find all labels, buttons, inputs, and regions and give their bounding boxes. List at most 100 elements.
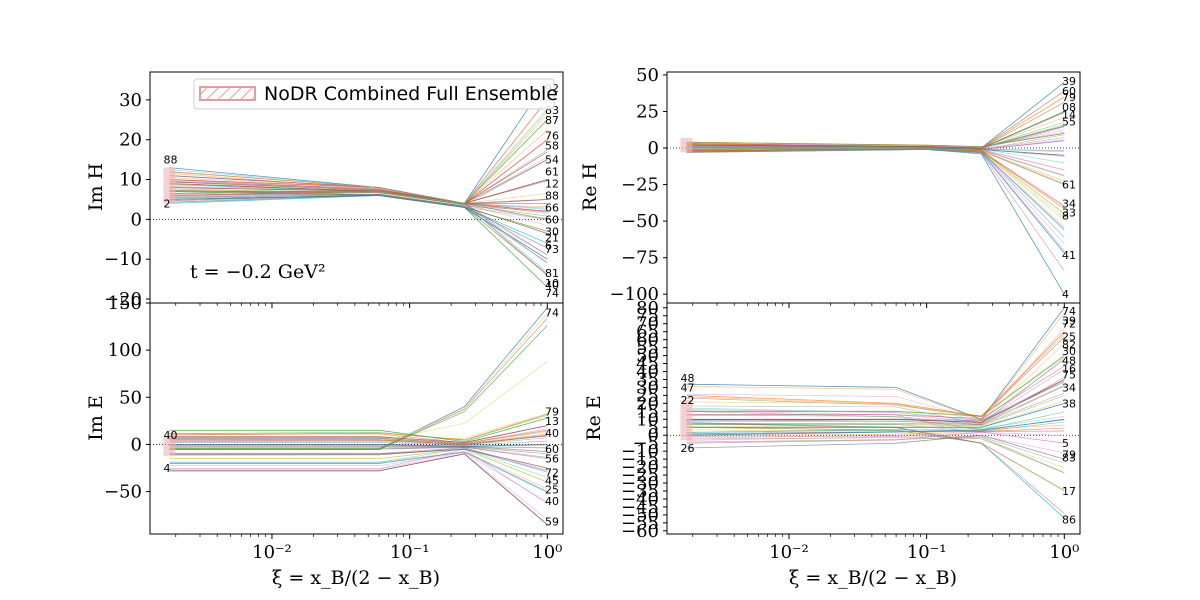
replica-id-label: 25	[545, 484, 559, 497]
replica-line	[686, 149, 1065, 271]
replica-line	[686, 429, 1065, 468]
replica-line	[686, 426, 1065, 491]
y-tick-label: 20	[636, 393, 659, 414]
replica-line	[686, 365, 1065, 419]
replica-line	[686, 149, 1065, 185]
replica-id-label: 17	[1062, 485, 1076, 498]
y-tick-label: −10	[621, 441, 659, 462]
replica-line	[686, 133, 1065, 147]
replica-id-label: 48	[1062, 354, 1076, 367]
legend: NoDR Combined Full Ensemble	[193, 78, 558, 110]
y-tick-label: 5	[648, 417, 659, 438]
y-tick-label: 15	[636, 401, 659, 422]
y-tick-label: −25	[621, 465, 659, 486]
y-tick-label: 50	[636, 65, 659, 86]
replica-id-label: 47	[680, 381, 694, 394]
replica-line	[169, 445, 548, 448]
replica-line	[169, 195, 548, 232]
replica-line	[169, 413, 548, 441]
replica-line	[686, 147, 1065, 156]
replica-id-label: 41	[1062, 249, 1076, 262]
replica-line	[686, 385, 1065, 424]
y-tick-label: 60	[636, 330, 659, 351]
y-tick-label: −55	[621, 513, 659, 534]
replica-id-label: 76	[545, 130, 559, 143]
replica-line	[169, 452, 548, 503]
replica-id-label: 40	[545, 427, 559, 440]
replica-line	[686, 126, 1065, 150]
replica-id-label: 54	[545, 154, 559, 167]
replica-line	[686, 149, 1065, 251]
replica-line	[169, 448, 548, 478]
replica-id-label: 60	[545, 213, 559, 226]
replica-id-label: 74	[545, 287, 559, 300]
replica-id-label: 79	[1062, 448, 1076, 461]
replica-id-label: 4	[163, 462, 170, 475]
replica-id-label: 12	[545, 178, 559, 191]
replica-id-label: 39	[1062, 315, 1076, 328]
replica-line	[169, 151, 548, 204]
replica-line	[169, 448, 548, 483]
y-tick-label: −5	[632, 433, 659, 454]
replica-id-label: 60	[545, 443, 559, 456]
replica-line	[686, 431, 1065, 444]
y-tick-label: −25	[621, 175, 659, 196]
replica-id-label: 40	[545, 279, 559, 292]
replica-line	[686, 434, 1065, 460]
panel-imH: 9283877658546112886660302167381104074882…	[85, 71, 564, 310]
replica-line	[686, 416, 1065, 433]
replica-line	[169, 425, 548, 443]
replica-id-label: 87	[545, 114, 559, 127]
y-tick-label: −40	[621, 489, 659, 510]
replica-id-label: 75	[1062, 369, 1076, 382]
replica-line	[169, 451, 548, 490]
replica-line	[169, 190, 548, 205]
y-tick-label: 50	[636, 346, 659, 367]
replica-id-label: 74	[1062, 305, 1076, 318]
replica-line	[686, 90, 1065, 149]
y-tick-label: −50	[621, 505, 659, 526]
y-tick-label: 0	[648, 138, 659, 159]
y-tick-label: −20	[104, 289, 142, 310]
replica-line	[686, 96, 1065, 149]
legend-frame	[193, 78, 555, 110]
ensemble-band	[163, 436, 176, 456]
x-tick-label: 10⁰	[1049, 542, 1079, 563]
y-tick-label: 10	[119, 170, 142, 191]
replica-id-label: 10	[545, 277, 559, 290]
replica-line	[169, 448, 548, 472]
replica-id-label: 74	[545, 306, 559, 319]
replica-id-label: 8	[1062, 209, 1069, 222]
y-tick-label: 50	[119, 387, 142, 408]
replica-line	[686, 149, 1065, 254]
replica-line	[686, 343, 1065, 422]
replica-line	[169, 445, 548, 453]
replica-line	[686, 432, 1065, 441]
replica-line	[686, 334, 1065, 417]
replica-line	[686, 149, 1065, 218]
y-tick-label: 100	[108, 340, 142, 361]
replica-line	[686, 357, 1065, 425]
replica-line	[686, 148, 1065, 207]
panel-imE-frame	[149, 302, 564, 535]
replica-id-label: 16	[1062, 362, 1076, 375]
replica-line	[686, 379, 1065, 423]
replica-line	[169, 109, 548, 204]
y-tick-label: 35	[636, 369, 659, 390]
replica-line	[686, 436, 1065, 473]
replica-line	[169, 447, 548, 471]
replica-id-label: 38	[1062, 397, 1076, 410]
y-tick-label: 0	[648, 425, 659, 446]
replica-id-label: 61	[1062, 179, 1076, 192]
y-tick-label: 45	[636, 354, 659, 375]
replica-line	[686, 149, 1065, 253]
y-tick-label: −100	[610, 284, 659, 305]
replica-id-label: 61	[545, 166, 559, 179]
replica-line	[686, 356, 1065, 417]
replica-id-label: 21	[545, 231, 559, 244]
replica-line	[686, 421, 1065, 433]
replica-id-label: 82	[1062, 338, 1076, 351]
x-tick-label: 10⁰	[532, 542, 562, 563]
